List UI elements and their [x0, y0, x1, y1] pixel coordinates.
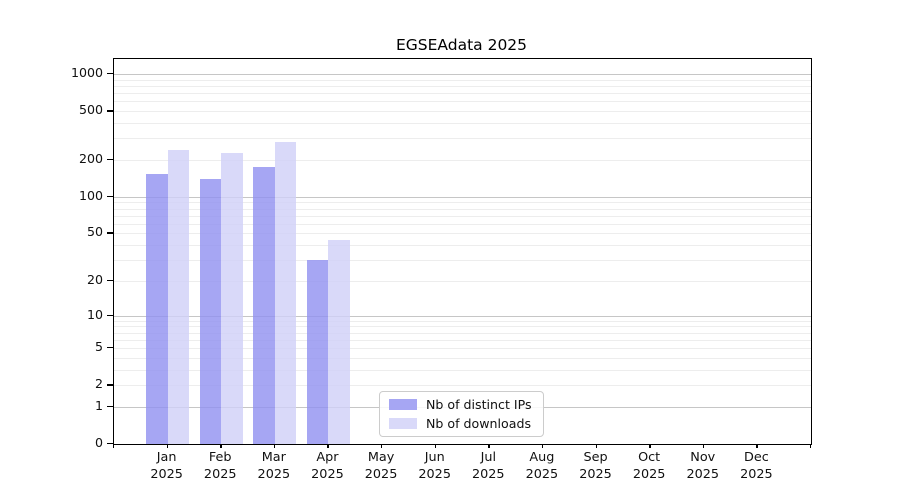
y-tick-label: 1000 [70, 65, 103, 81]
minor-gridline [114, 280, 811, 282]
y-tick-label: 5 [94, 339, 103, 355]
y-tick [107, 159, 113, 161]
x-tick-label: May 2025 [364, 450, 398, 482]
x-tick [220, 444, 222, 448]
y-tick [107, 110, 113, 112]
legend: Nb of distinct IPs Nb of downloads [379, 391, 544, 437]
minor-gridline [114, 357, 811, 359]
x-tick-label: Aug 2025 [525, 450, 559, 482]
x-tick-label: Nov 2025 [686, 450, 720, 482]
legend-item-downloads: Nb of downloads [389, 416, 534, 431]
minor-gridline [114, 160, 811, 162]
minor-gridline [114, 332, 811, 334]
x-tick [113, 444, 115, 448]
y-tick-label: 20 [86, 271, 103, 287]
legend-swatch-downloads [389, 418, 417, 429]
bar-feb-distinct-ips [199, 179, 222, 444]
x-tick [381, 444, 383, 448]
x-tick [702, 444, 705, 448]
y-tick-label: 0 [94, 435, 103, 450]
y-tick [107, 73, 113, 75]
bar-jan-distinct-ips [146, 173, 168, 444]
x-tick [434, 444, 437, 448]
minor-gridline [114, 320, 811, 322]
y-tick-label: 200 [78, 151, 103, 167]
minor-gridline [114, 79, 811, 81]
bar-mar-downloads [274, 142, 297, 444]
minor-gridline [114, 208, 811, 210]
x-tick-label: Sep 2025 [579, 450, 612, 482]
minor-gridline [114, 202, 811, 204]
x-tick-label: Jun 2025 [418, 450, 451, 482]
legend-swatch-distinct-ips [389, 399, 417, 410]
legend-label-distinct-ips: Nb of distinct IPs [426, 397, 532, 412]
minor-gridline [114, 138, 811, 140]
y-tick-label: 2 [94, 376, 103, 392]
major-gridline [114, 315, 811, 317]
major-gridline [114, 196, 811, 198]
x-tick-label: Oct 2025 [632, 450, 666, 482]
y-tick-label: 100 [78, 187, 103, 203]
minor-gridline [114, 245, 811, 247]
y-tick [107, 195, 113, 198]
minor-gridline [114, 215, 811, 217]
x-tick [649, 444, 651, 448]
x-tick-label: Dec 2025 [740, 450, 773, 482]
y-tick-label: 10 [86, 306, 103, 322]
bar-jan-downloads [167, 150, 190, 444]
x-tick [595, 444, 597, 448]
legend-label-downloads: Nb of downloads [426, 416, 532, 431]
y-tick [107, 405, 113, 408]
y-tick-label: 1 [94, 397, 103, 413]
x-tick-label: Apr 2025 [311, 450, 344, 482]
x-tick [541, 444, 544, 448]
x-tick [810, 444, 812, 448]
x-tick-label: Jan 2025 [150, 450, 183, 482]
minor-gridline [114, 348, 811, 350]
major-gridline [114, 74, 811, 76]
y-tick [107, 314, 113, 316]
minor-gridline [114, 339, 811, 341]
x-tick-label: Feb 2025 [203, 450, 237, 482]
y-tick [107, 232, 113, 234]
x-tick [273, 444, 276, 448]
x-tick-label: Mar 2025 [257, 450, 291, 482]
chart-title: EGSEAdata 2025 [395, 36, 528, 54]
y-tick [107, 384, 113, 386]
x-tick-label: Jul 2025 [472, 450, 505, 482]
bar-apr-downloads [328, 240, 350, 444]
x-tick [488, 444, 490, 448]
y-tick [107, 279, 113, 282]
minor-gridline [114, 101, 811, 103]
plot-area [113, 58, 812, 445]
minor-gridline [114, 123, 811, 125]
minor-gridline [114, 369, 811, 371]
minor-gridline [114, 111, 811, 113]
y-tick-label: 500 [78, 102, 103, 118]
y-tick [107, 347, 113, 349]
minor-gridline [114, 85, 811, 87]
minor-gridline [114, 385, 811, 387]
x-tick [756, 444, 758, 448]
y-tick-label: 50 [86, 224, 103, 240]
minor-gridline [114, 233, 811, 235]
y-tick [107, 443, 113, 445]
minor-gridline [114, 260, 811, 262]
minor-gridline [114, 326, 811, 328]
minor-gridline [114, 93, 811, 95]
minor-gridline [114, 223, 811, 225]
bar-apr-distinct-ips [306, 260, 329, 444]
legend-item-distinct-ips: Nb of distinct IPs [389, 397, 534, 412]
x-tick [166, 444, 168, 448]
bar-mar-distinct-ips [253, 167, 275, 444]
bar-feb-downloads [221, 152, 243, 444]
x-tick [327, 444, 329, 448]
